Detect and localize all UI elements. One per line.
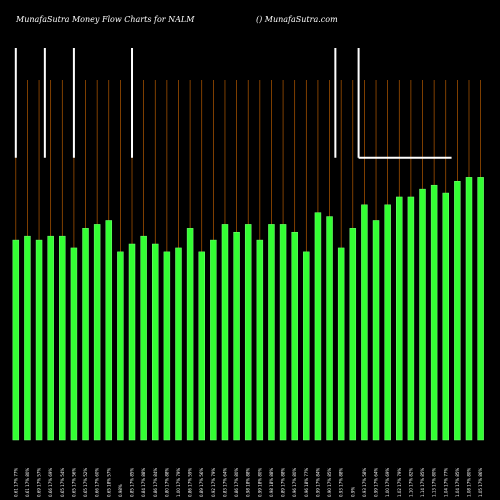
x-tick-label: 0.86 17% 84%	[153, 468, 158, 497]
bar	[256, 239, 264, 441]
x-tick-label: 1.08 17% 80%	[466, 468, 471, 497]
bar	[105, 220, 113, 441]
x-tick-label: 1.04 17% 85%	[455, 468, 460, 497]
bar	[93, 224, 101, 441]
x-tick-label: 0.80 17% 88%	[164, 468, 169, 497]
bar	[268, 224, 275, 441]
x-tick-label: 0.69 17% 57%	[37, 468, 42, 497]
bar	[12, 239, 20, 441]
white-indicator-lines	[14, 48, 452, 159]
bar	[128, 243, 136, 441]
x-tick-label: 1.05 17% 86%	[478, 468, 483, 497]
x-tick-label: 0.65 17% 52%	[83, 468, 88, 497]
x-tick-label: 0.92 17% 79%	[211, 468, 216, 497]
x-tick-label: 0.93 17% 58%	[362, 468, 367, 497]
bar	[186, 228, 194, 441]
x-tick-label: 0.99 17% 64%	[374, 468, 379, 497]
x-tick-label: 0.98%	[118, 484, 123, 497]
bars	[12, 177, 484, 441]
x-tick-label: 0.9%	[350, 487, 355, 497]
x-tick-label: 0.86 17% 80%	[234, 468, 239, 497]
bar	[384, 204, 391, 441]
bar	[291, 231, 298, 441]
bar	[326, 216, 333, 441]
x-tick-label: 0.96 17% 80%	[292, 468, 297, 497]
x-tick-label: 0.61 17% 77%	[13, 468, 18, 497]
bar	[279, 224, 287, 441]
x-tick-label: 0.86 17% 59%	[188, 468, 193, 497]
bar	[210, 239, 217, 441]
bar	[175, 247, 182, 441]
bar	[233, 231, 240, 441]
x-tick-label: 0.65 17% 54%	[60, 468, 65, 497]
x-tick-label: 0.85 17% 85%	[130, 468, 135, 497]
x-tick-label: 0.65 18% 57%	[106, 468, 111, 497]
bar	[361, 204, 368, 441]
bar	[221, 224, 229, 441]
x-tick-label: 0.66 17% 60%	[95, 468, 100, 497]
watermark: () MunafaSutra.com	[256, 15, 338, 24]
bar	[152, 243, 159, 441]
bar	[337, 247, 345, 441]
bar	[477, 177, 484, 441]
bar	[140, 235, 147, 441]
bar	[419, 188, 426, 441]
x-tick-label: 1.14 17% 85%	[420, 468, 425, 497]
bar	[47, 235, 54, 441]
bar	[82, 228, 89, 441]
bar	[454, 181, 461, 441]
bar	[407, 196, 415, 441]
x-tick-label: 0.89 17% 88%	[281, 468, 286, 497]
bar	[349, 228, 357, 441]
x-tick-label: 0.65 17% 56%	[71, 468, 76, 497]
bar	[59, 235, 66, 441]
bar	[372, 220, 380, 441]
x-tick-label: 0.89 17% 56%	[199, 468, 204, 497]
x-tick-label: 0.96 18% 77%	[304, 468, 309, 497]
bar	[396, 196, 403, 441]
x-tick-label: 0.98 18% 88%	[246, 468, 251, 497]
x-tick-label: 0.66 17% 69%	[48, 468, 53, 497]
x-tick-label: 0.99 17% 84%	[315, 468, 320, 497]
x-tick-label: 0.90 17% 85%	[327, 468, 332, 497]
x-tick-label: 0.98 18% 88%	[269, 468, 274, 497]
x-tick-label: 0.61 17% 80%	[25, 468, 30, 497]
x-tick-label: 1.00 17% 79%	[176, 468, 181, 497]
x-tick-label: 0.93 17% 88%	[339, 468, 344, 497]
bar	[70, 247, 78, 441]
bar	[244, 224, 252, 441]
bar	[442, 192, 449, 441]
bar	[35, 239, 43, 441]
x-tick-label: 1.13 17% 80%	[432, 468, 437, 497]
x-tick-label: 1.10 17% 82%	[408, 468, 413, 497]
bar	[163, 251, 171, 441]
bar	[198, 251, 205, 441]
bar	[430, 184, 438, 441]
x-tick-label: 0.84 17% 88%	[141, 468, 146, 497]
bar	[303, 251, 310, 441]
x-tick-label: 0.99 18% 80%	[257, 468, 262, 497]
bar	[314, 212, 322, 441]
x-tick-label: 1.00 17% 69%	[385, 468, 390, 497]
chart-title: MunafaSutra Money Flow Charts for NALM	[15, 15, 195, 24]
bar	[24, 235, 31, 441]
x-tick-label: 1.02 17% 79%	[397, 468, 402, 497]
x-tick-label: 0.83 17% 64%	[222, 468, 227, 497]
x-tick-label: 1.04 17% 77%	[443, 468, 448, 497]
bar	[465, 177, 473, 441]
x-tick-labels: 0.61 17% 77% 0.61 17% 80% 0.69 17% 57% 0.66…	[13, 468, 483, 497]
bar	[117, 251, 124, 441]
